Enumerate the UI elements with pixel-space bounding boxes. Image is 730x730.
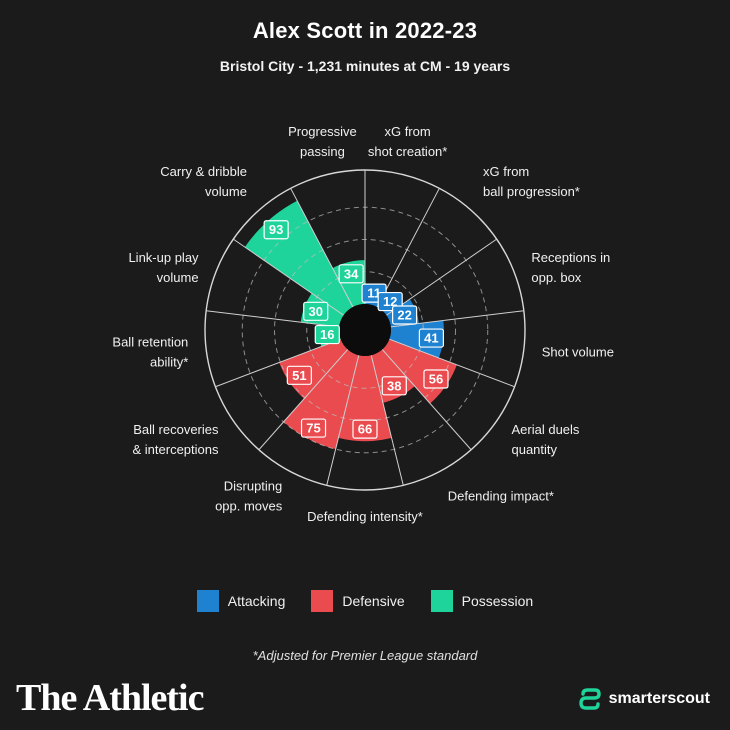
chart-subtitle: Bristol City - 1,231 minutes at CM - 19 … xyxy=(219,58,511,74)
value-label-8: 75 xyxy=(306,421,320,436)
legend-item-attacking: Attacking xyxy=(196,590,286,612)
legend-swatch-possession xyxy=(430,590,453,612)
category-label-line: xG from xyxy=(483,164,529,179)
legend-label-possession: Possession xyxy=(461,593,534,609)
category-label-line: passing xyxy=(300,144,345,159)
value-badge-3 xyxy=(392,305,418,325)
value-badge-8 xyxy=(300,418,327,438)
value-label-3: 22 xyxy=(397,307,411,322)
spoke-2 xyxy=(376,188,440,308)
spoke-8 xyxy=(326,355,360,486)
spoke-3 xyxy=(386,238,497,316)
value-badge-4 xyxy=(418,328,445,348)
category-label-9: Ball recoveries & interceptions xyxy=(133,422,219,457)
category-label-line: & interceptions xyxy=(133,442,219,457)
partner-name: smarterscout xyxy=(608,690,710,707)
legend: Attacking Defensive Possession xyxy=(0,590,730,612)
value-badge-10 xyxy=(314,324,340,345)
spoke-6 xyxy=(381,349,472,451)
category-label-line: Shot volume xyxy=(542,344,614,359)
legend-label-defensive: Defensive xyxy=(342,593,405,609)
spoke-9 xyxy=(258,349,349,451)
value-badge-7 xyxy=(352,419,378,439)
smarterscout-icon xyxy=(578,688,601,710)
value-label-5: 56 xyxy=(429,371,443,386)
value-badge-9 xyxy=(286,365,312,385)
category-label-line: quantity xyxy=(511,442,557,457)
value-badge-11 xyxy=(303,301,329,321)
category-label-line: ability* xyxy=(150,354,188,369)
category-label-line: opp. box xyxy=(531,270,581,285)
value-badge-5 xyxy=(423,369,449,389)
category-label-line: Aerial duels xyxy=(511,422,579,437)
value-label-6: 38 xyxy=(387,378,401,393)
category-label-3: Receptions in opp. box xyxy=(531,250,610,285)
value-badge-6 xyxy=(381,376,407,396)
legend-item-defensive: Defensive xyxy=(311,590,405,612)
value-label-12: 93 xyxy=(269,222,283,237)
category-label-line: Ball retention xyxy=(112,334,188,349)
spoke-5 xyxy=(389,338,515,388)
category-label-line: Defending impact* xyxy=(448,489,554,504)
category-label-11: Link-up play volume xyxy=(128,250,199,285)
category-label-line: volume xyxy=(157,270,199,285)
category-label-7: Defending intensity* xyxy=(307,509,423,524)
category-label-line: shot creation* xyxy=(368,144,448,159)
category-label-2: xG from ball progression* xyxy=(483,164,580,199)
spoke-13 xyxy=(290,188,354,308)
category-label-13: Progressive passing xyxy=(288,124,357,159)
value-badge-12 xyxy=(263,220,289,240)
value-label-1: 11 xyxy=(367,286,381,301)
publisher-logo: The Athletic xyxy=(16,677,204,719)
category-label-6: Defending impact* xyxy=(448,489,554,504)
category-label-line: Defending intensity* xyxy=(307,509,423,524)
category-label-line: Progressive xyxy=(288,124,357,139)
category-label-line: opp. moves xyxy=(215,499,283,514)
value-label-13: 34 xyxy=(344,266,359,281)
category-label-1: xG from shot creation* xyxy=(368,124,448,159)
category-label-line: Disrupting xyxy=(224,479,283,494)
legend-swatch-attacking xyxy=(196,590,219,612)
category-label-line: Ball recoveries xyxy=(133,422,219,437)
legend-label-attacking: Attacking xyxy=(227,593,286,609)
value-badge-13 xyxy=(338,264,364,284)
category-label-line: Receptions in xyxy=(531,250,610,265)
legend-swatch-defensive xyxy=(311,590,334,612)
value-label-11: 30 xyxy=(308,304,322,319)
category-label-line: volume xyxy=(205,184,247,199)
value-label-10: 16 xyxy=(320,327,334,342)
category-label-4: Shot volume xyxy=(542,344,614,359)
spoke-7 xyxy=(370,355,404,486)
category-label-line: ball progression* xyxy=(483,184,580,199)
category-label-line: xG from xyxy=(384,124,430,139)
footnote: *Adjusted for Premier League standard xyxy=(252,648,478,663)
category-label-8: Disrupting opp. moves xyxy=(215,479,283,514)
spoke-11 xyxy=(206,310,340,328)
center-hole xyxy=(339,304,391,356)
chart-title: Alex Scott in 2022-23 xyxy=(252,18,478,43)
category-label-line: Link-up play xyxy=(128,250,199,265)
spoke-10 xyxy=(215,338,341,388)
category-label-5: Aerial duels quantity xyxy=(511,422,579,457)
value-label-9: 51 xyxy=(292,368,306,383)
partner-logo: smarterscout xyxy=(577,686,710,712)
category-label-10: Ball retention ability* xyxy=(112,334,188,369)
value-label-7: 66 xyxy=(358,422,372,437)
category-label-12: Carry & dribble volume xyxy=(160,164,247,199)
value-label-4: 41 xyxy=(424,331,438,346)
category-label-line: Carry & dribble xyxy=(160,164,247,179)
legend-item-possession: Possession xyxy=(430,590,534,612)
value-label-2: 12 xyxy=(383,294,397,309)
